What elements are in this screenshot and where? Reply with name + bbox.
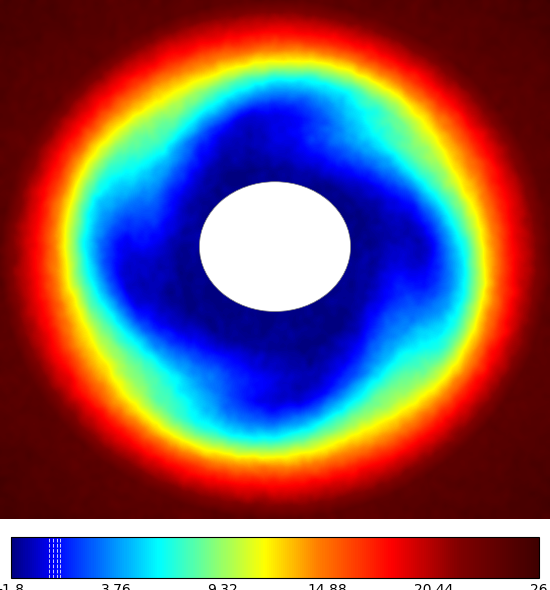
Ellipse shape <box>199 182 351 312</box>
